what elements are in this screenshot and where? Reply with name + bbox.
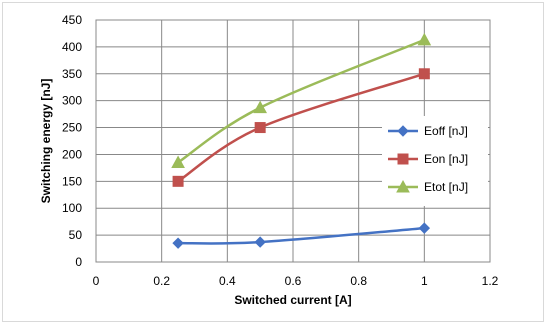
y-tick-label: 350	[62, 67, 82, 81]
data-point	[172, 175, 184, 187]
x-axis-title: Switched current [A]	[234, 293, 351, 307]
x-tick-label: 0	[93, 274, 100, 288]
data-point	[254, 122, 266, 134]
plot-area	[95, 19, 491, 263]
series-line	[178, 226, 425, 245]
y-tick-label: 450	[62, 13, 82, 27]
legend-marker	[397, 125, 409, 137]
legend-label: Etot [nJ]	[424, 180, 468, 194]
legend-marker	[396, 179, 410, 193]
y-axis-title: Switching energy [nJ]	[39, 79, 53, 204]
legend-label: Eoff [nJ]	[424, 124, 468, 138]
x-tick-label: 0.6	[285, 274, 302, 288]
data-point	[417, 32, 432, 46]
x-tick-label: 1.2	[482, 274, 499, 288]
y-tick-label: 400	[62, 40, 82, 54]
axis-ticks: 0 50 100 150 200 250 300 350 400 450 0 0.2 0.4 0.6 0.8…	[62, 13, 499, 288]
data-point	[172, 237, 184, 249]
y-tick-label: 300	[62, 94, 82, 108]
data-point	[418, 68, 430, 80]
data-point	[418, 222, 431, 234]
x-tick-label: 0.4	[219, 274, 236, 288]
series-line	[177, 72, 425, 183]
y-tick-label: 150	[62, 174, 82, 188]
data-point	[254, 236, 266, 248]
y-tick-label: 0	[75, 255, 82, 269]
legend-label: Eon [nJ]	[424, 152, 468, 166]
data-point	[253, 100, 268, 114]
data-point	[171, 155, 185, 169]
x-tick-label: 1	[421, 274, 428, 288]
series-line	[177, 38, 425, 164]
y-tick-label: 50	[69, 228, 83, 242]
y-tick-label: 250	[62, 121, 82, 135]
y-tick-label: 200	[62, 147, 82, 161]
series-lines	[171, 32, 432, 249]
x-tick-label: 0.8	[350, 274, 367, 288]
x-tick-label: 0.2	[153, 274, 170, 288]
legend-marker	[397, 153, 409, 165]
legend: Eoff [nJ] Eon [nJ] Etot [nJ]	[382, 116, 488, 206]
y-tick-label: 100	[62, 201, 82, 215]
